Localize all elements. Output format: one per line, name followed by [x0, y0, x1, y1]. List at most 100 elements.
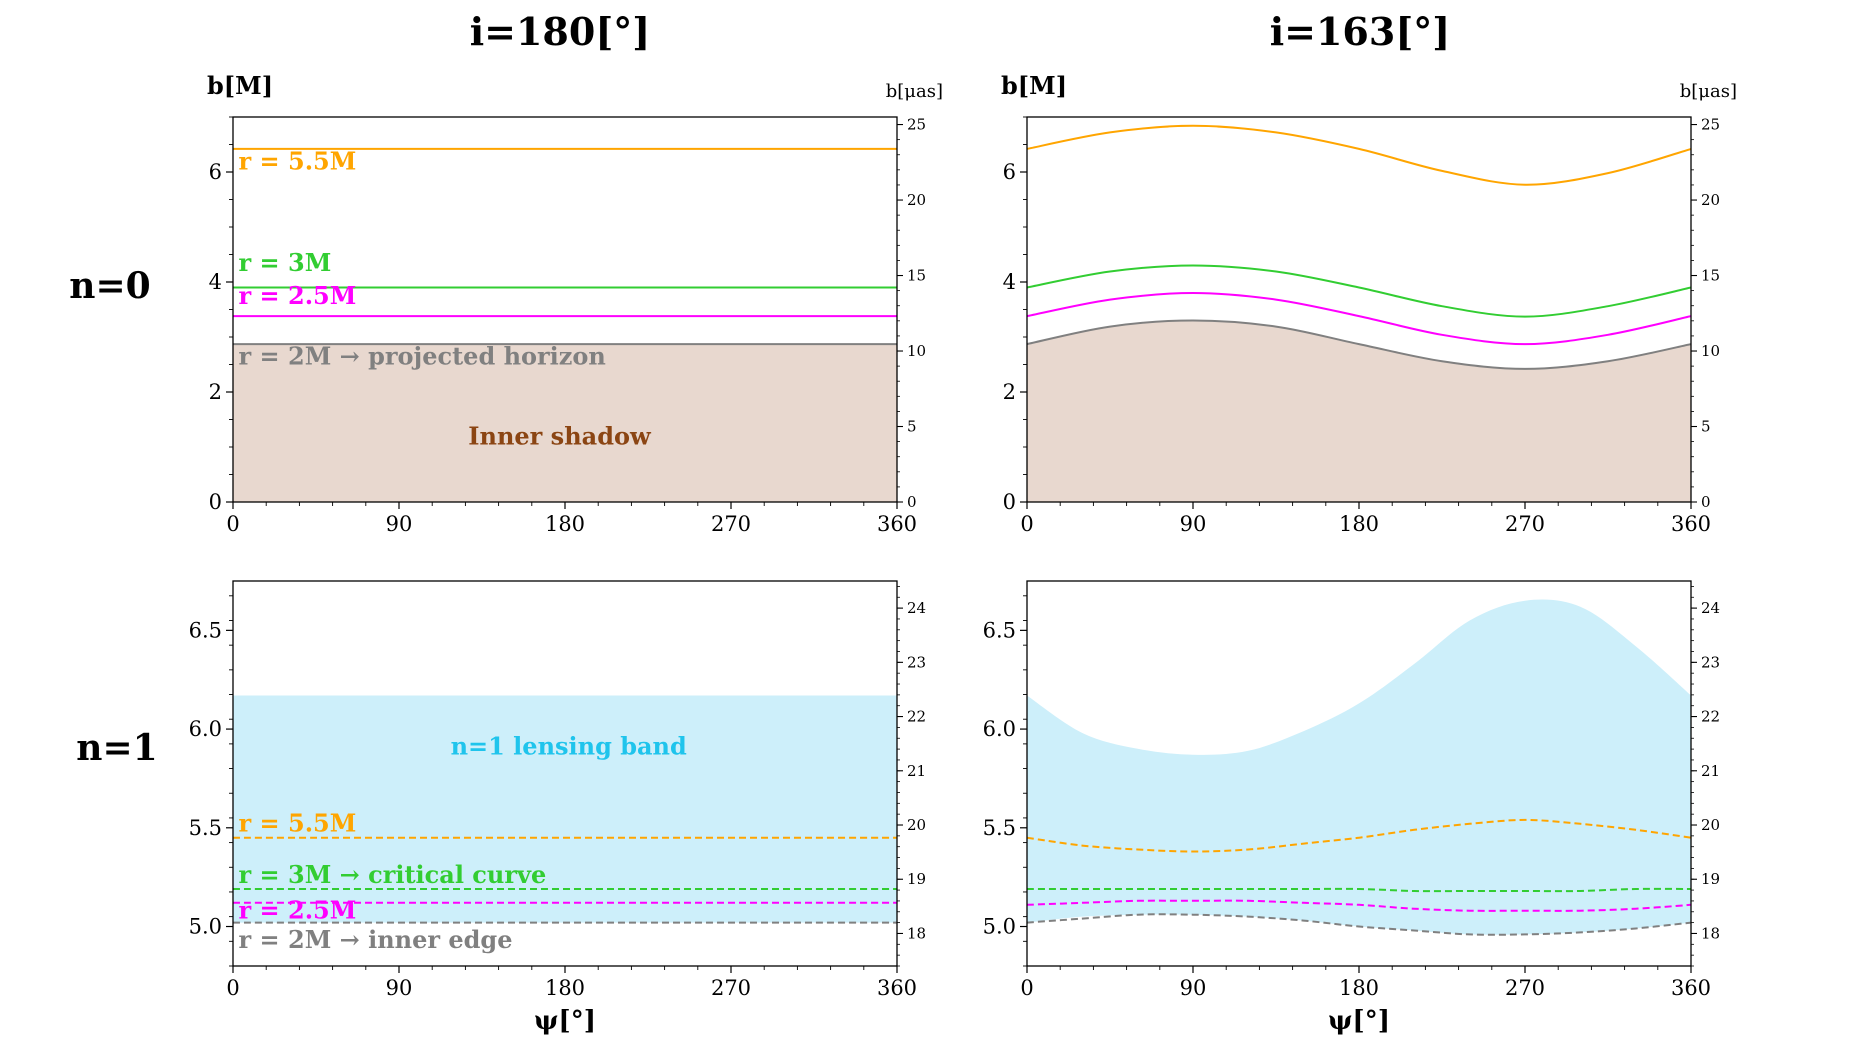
x-tick-label: 270	[1505, 512, 1545, 536]
lensing-band	[233, 695, 897, 923]
y-right-tick-label: 23	[907, 653, 926, 671]
y-tick-label: 5.0	[983, 915, 1016, 939]
x-tick-label: 90	[386, 512, 413, 536]
y-right-tick-label: 18	[1701, 924, 1720, 942]
column-title-right: i=163[°]	[1270, 9, 1451, 54]
y-right-tick-label: 19	[1701, 870, 1720, 888]
y-right-tick-label: 23	[1701, 653, 1720, 671]
x-tick-label: 0	[226, 512, 239, 536]
series-line-1	[1027, 887, 1691, 893]
x-tick-label: 270	[1505, 976, 1545, 1000]
annotation-label: r = 5.5M	[239, 809, 357, 838]
row-label-top: n=0	[69, 265, 150, 307]
y-right-tick-label: 10	[1701, 342, 1720, 360]
series-line-3	[1027, 319, 1691, 370]
y-tick-label: 6.0	[983, 717, 1016, 741]
y-tick-label: 0	[209, 490, 222, 514]
y-right-tick-label: 18	[907, 924, 926, 942]
y-right-tick-label: 20	[907, 816, 926, 834]
y-tick-label: 6.5	[189, 618, 222, 642]
y-right-tick-label: 19	[907, 870, 926, 888]
chart-panel-bottom-right: 0 90 180 270 360 5.0 5.5 6.0 6.5 18 19 20 21 22 23 24 ψ[…	[983, 580, 1720, 1036]
annotation-label: r = 3M → critical curve	[239, 860, 547, 889]
x-tick-label: 0	[226, 976, 239, 1000]
y-tick-label: 2	[1003, 380, 1016, 404]
series-line-2	[1027, 899, 1691, 912]
series-line-3	[1027, 913, 1691, 936]
plot-area	[1027, 599, 1691, 936]
y-tick-label: 4	[1003, 270, 1016, 294]
series-line-1	[1027, 264, 1691, 318]
x-tick-label: 90	[386, 976, 413, 1000]
x-tick-label: 270	[711, 976, 751, 1000]
x-tick-label: 90	[1180, 512, 1207, 536]
plot-area	[233, 695, 897, 924]
y-right-tick-label: 0	[907, 493, 917, 511]
annotation-label: r = 2.5M	[239, 896, 357, 925]
y-right-tick-label: 5	[1701, 418, 1711, 436]
annotation-label: r = 2.5M	[239, 281, 357, 310]
x-tick-label: 180	[1339, 512, 1379, 536]
x-tick-label: 360	[877, 976, 917, 1000]
x-axis-label: ψ[°]	[1328, 1006, 1390, 1036]
y-tick-label: 6.5	[983, 618, 1016, 642]
shadow-fill	[1027, 320, 1691, 502]
y-right-tick-label: 22	[1701, 708, 1720, 726]
x-tick-label: 0	[1020, 976, 1033, 1000]
y-right-tick-label: 20	[1701, 816, 1720, 834]
annotation-label: r = 3M	[239, 248, 332, 277]
y-tick-label: 5.0	[189, 915, 222, 939]
y-axis-label: b[M]	[1001, 71, 1067, 100]
y-right-tick-label: 5	[907, 418, 917, 436]
annotation-label: r = 5.5M	[239, 146, 357, 175]
y-axis-label: b[M]	[207, 71, 273, 100]
y-right-tick-label: 21	[907, 762, 926, 780]
x-tick-label: 0	[1020, 512, 1033, 536]
annotation-label: r = 2M → projected horizon	[239, 342, 606, 371]
x-tick-label: 180	[1339, 976, 1379, 1000]
y-right-tick-label: 20	[907, 191, 926, 209]
y-tick-label: 4	[209, 270, 222, 294]
row-label-bottom: n=1	[76, 727, 157, 769]
y-right-axis-label: b[μas]	[1680, 81, 1737, 102]
y-right-tick-label: 24	[1701, 599, 1720, 617]
y-right-tick-label: 15	[907, 267, 926, 285]
shadow-fill	[233, 344, 897, 502]
x-tick-label: 270	[711, 512, 751, 536]
column-title-left: i=180[°]	[470, 9, 651, 54]
y-right-tick-label: 21	[1701, 762, 1720, 780]
y-right-tick-label: 15	[1701, 267, 1720, 285]
y-tick-label: 6.0	[189, 717, 222, 741]
annotation-label: r = 2M → inner edge	[239, 925, 513, 954]
y-right-tick-label: 22	[907, 708, 926, 726]
y-tick-label: 6	[209, 160, 222, 184]
x-tick-label: 180	[545, 976, 585, 1000]
y-tick-label: 2	[209, 380, 222, 404]
y-right-tick-label: 25	[1701, 116, 1720, 134]
lensing-band	[1027, 599, 1691, 935]
y-tick-label: 5.5	[983, 816, 1016, 840]
x-tick-label: 360	[1671, 976, 1711, 1000]
x-tick-label: 360	[1671, 512, 1711, 536]
y-right-tick-label: 24	[907, 599, 926, 617]
series-line-0	[1027, 818, 1691, 853]
y-tick-label: 0	[1003, 490, 1016, 514]
y-right-tick-label: 25	[907, 116, 926, 134]
annotation-label: Inner shadow	[468, 421, 652, 450]
x-tick-label: 360	[877, 512, 917, 536]
y-tick-label: 6	[1003, 160, 1016, 184]
x-tick-label: 90	[1180, 976, 1207, 1000]
y-right-tick-label: 0	[1701, 493, 1711, 511]
series-line-0	[1027, 124, 1691, 186]
x-axis-label: ψ[°]	[534, 1006, 596, 1036]
x-tick-label: 180	[545, 512, 585, 536]
y-tick-label: 5.5	[189, 816, 222, 840]
series-line-2	[1027, 291, 1691, 346]
plot-area	[233, 147, 897, 502]
plot-area	[1027, 124, 1691, 502]
annotation-label: n=1 lensing band	[451, 732, 687, 761]
